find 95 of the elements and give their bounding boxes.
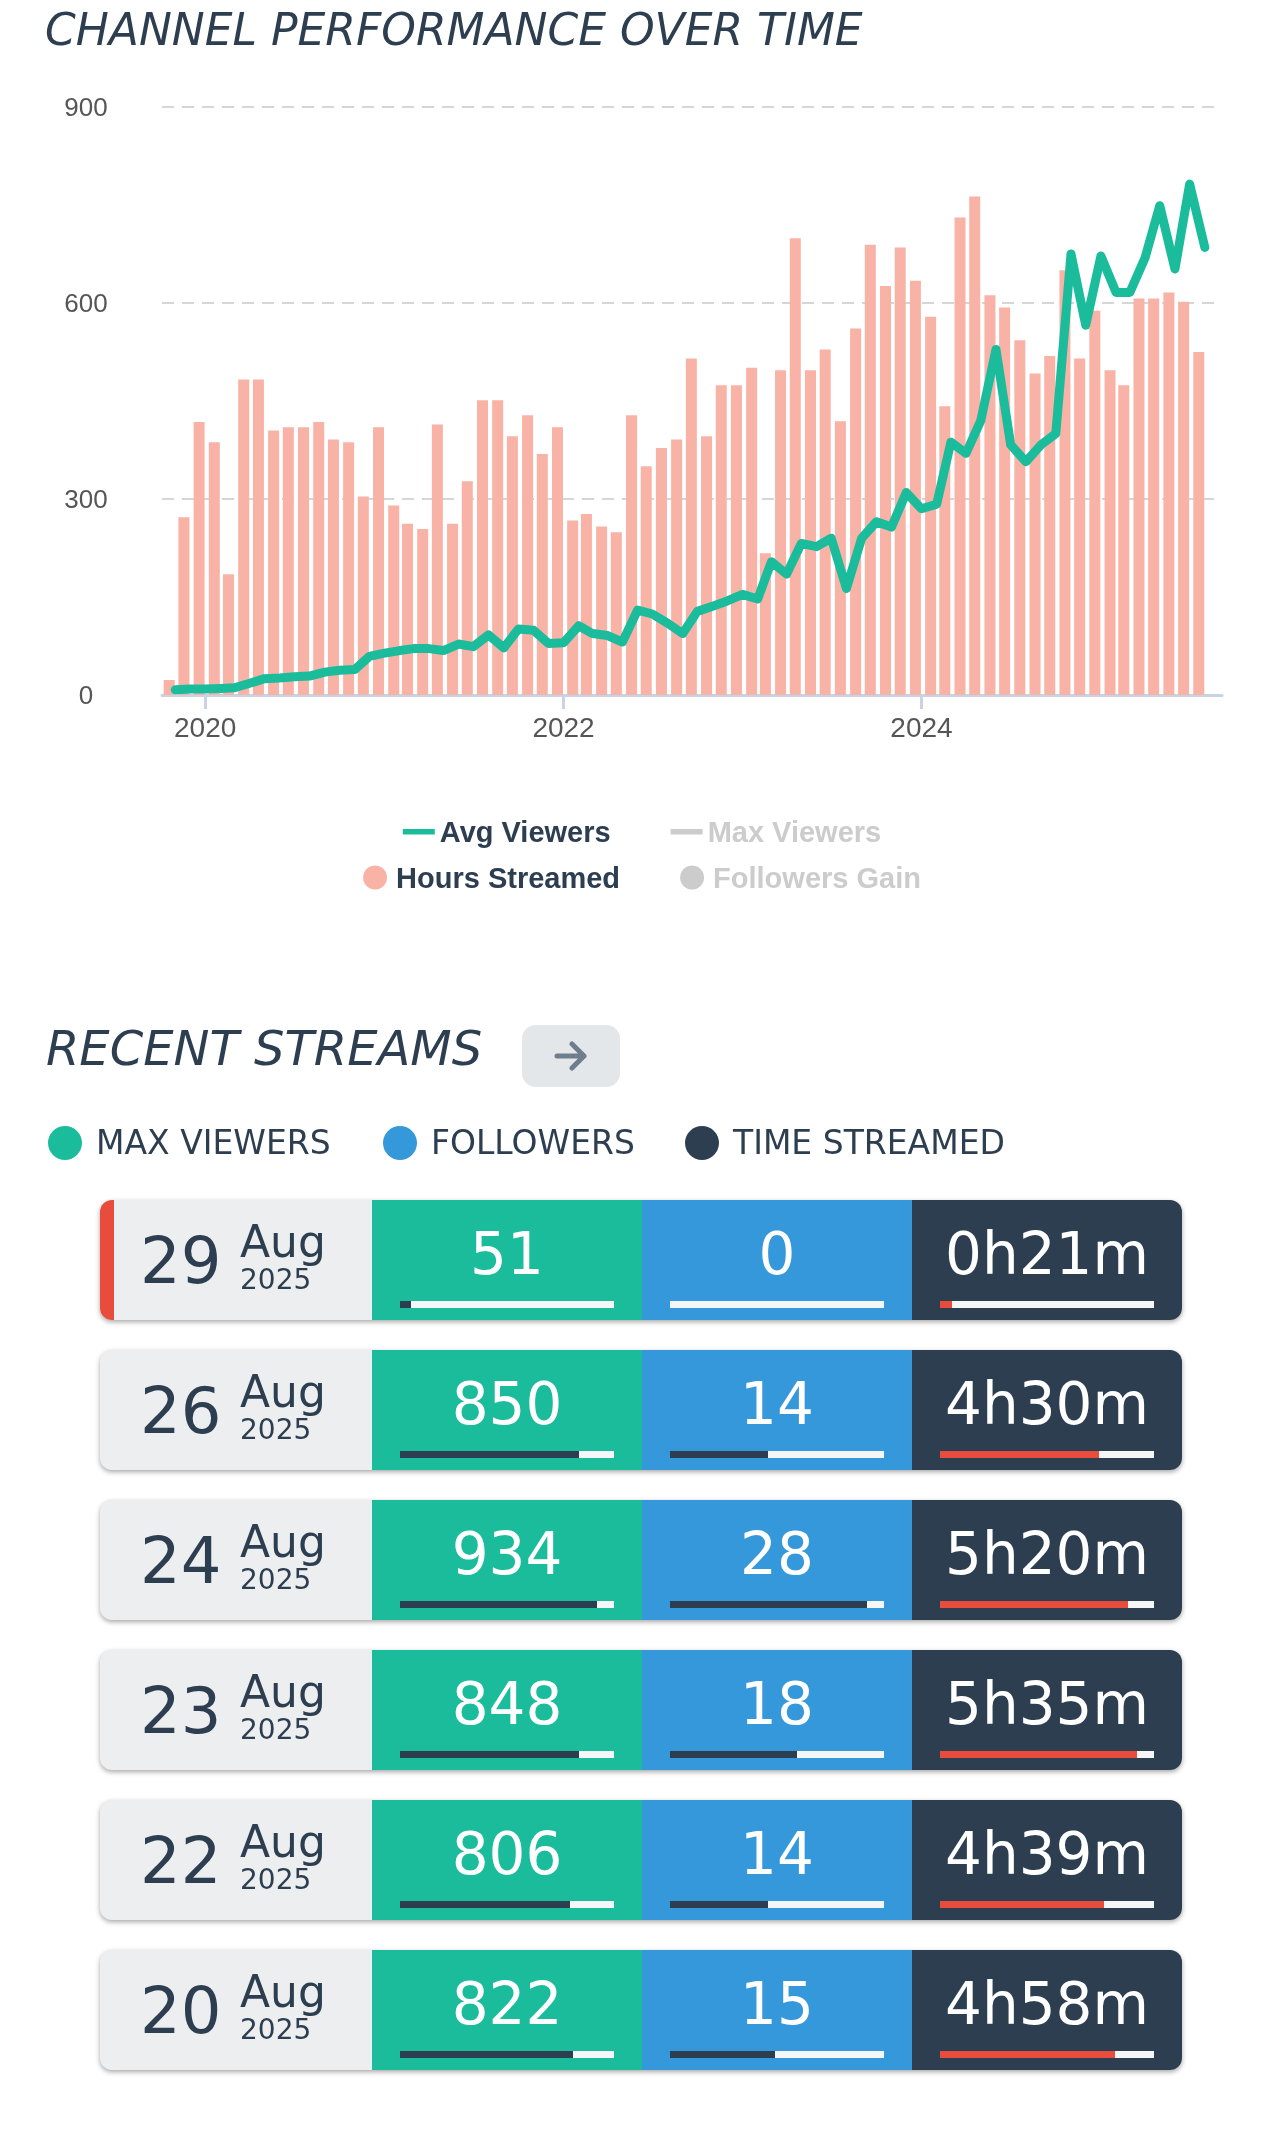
data-label: 14 xyxy=(739,1370,815,1438)
data-label: 4h39m xyxy=(944,1820,1150,1888)
data-label: 806 xyxy=(450,1820,564,1888)
data-label: 848 xyxy=(450,1670,564,1738)
y-tick-label: 300 xyxy=(64,484,108,514)
legend-label: FOLLOWERS xyxy=(431,1123,635,1162)
bar xyxy=(1148,298,1160,695)
bar xyxy=(909,280,921,695)
bar xyxy=(626,415,638,695)
data-label: 15 xyxy=(739,1970,815,2038)
bar xyxy=(969,196,981,695)
legend-label: Avg Viewers xyxy=(439,815,611,848)
bar xyxy=(804,370,816,695)
bar xyxy=(1178,301,1190,695)
data-label: 4h30m xyxy=(944,1370,1150,1438)
bar xyxy=(208,442,220,695)
bar xyxy=(343,442,355,695)
bar xyxy=(580,514,592,695)
bar xyxy=(373,427,385,695)
data-label: 14 xyxy=(739,1820,815,1888)
bar xyxy=(327,439,339,695)
bar xyxy=(388,505,400,695)
bar xyxy=(1029,373,1041,695)
bar xyxy=(1163,292,1175,695)
bar xyxy=(1193,352,1205,695)
bar xyxy=(1118,385,1130,695)
bar xyxy=(655,448,667,695)
bar xyxy=(298,427,310,695)
bar xyxy=(864,244,876,695)
bar xyxy=(357,496,369,695)
x-tick-label: 2022 xyxy=(532,711,595,743)
bar xyxy=(819,349,831,695)
bar xyxy=(461,481,473,695)
data-label: 18 xyxy=(739,1670,815,1738)
bar xyxy=(492,400,504,695)
bar xyxy=(551,427,563,695)
bar xyxy=(715,385,727,695)
bar xyxy=(894,247,906,695)
bar xyxy=(640,466,652,695)
data-label: 822 xyxy=(450,1970,564,2038)
bar xyxy=(268,430,280,695)
bar xyxy=(701,436,713,695)
bar xyxy=(431,424,443,695)
text: RECENT STREAMS xyxy=(46,1020,483,1076)
bar xyxy=(1089,310,1101,695)
bar xyxy=(282,427,294,695)
bar xyxy=(506,436,518,695)
x-tick-label: 2024 xyxy=(890,711,953,743)
bar xyxy=(596,526,608,695)
data-label: 850 xyxy=(450,1370,564,1438)
chart-title: CHANNEL PERFORMANCE OVER TIME xyxy=(45,3,863,55)
bar xyxy=(252,379,264,695)
data-label: 0h21m xyxy=(944,1220,1150,1288)
y-tick-label: 0 xyxy=(78,680,94,710)
bar xyxy=(954,217,966,695)
bar xyxy=(1074,358,1086,695)
bar xyxy=(193,421,205,695)
bar xyxy=(313,421,325,695)
legend-label: Hours Streamed xyxy=(396,861,621,894)
bar xyxy=(789,238,801,695)
data-label: 5h20m xyxy=(944,1520,1150,1588)
bar xyxy=(238,379,250,695)
bar xyxy=(1104,370,1116,695)
data-label: 28 xyxy=(739,1520,815,1588)
data-label: 934 xyxy=(450,1520,564,1588)
bar xyxy=(223,574,235,695)
y-tick-label: 900 xyxy=(64,92,108,122)
bar xyxy=(1133,298,1145,695)
data-label: 5h35m xyxy=(944,1670,1150,1738)
bar xyxy=(522,415,534,695)
legend-label: MAX VIEWERS xyxy=(96,1123,331,1162)
bar xyxy=(567,520,579,695)
legend-label: TIME STREAMED xyxy=(733,1123,1005,1162)
bar xyxy=(880,286,891,695)
bar xyxy=(447,523,459,695)
bar xyxy=(730,385,742,695)
bar xyxy=(401,523,413,695)
bar xyxy=(178,517,190,695)
bar xyxy=(685,358,697,695)
bar xyxy=(850,328,862,695)
data-label: 4h58m xyxy=(944,1970,1150,2038)
bar xyxy=(1014,340,1026,695)
bar xyxy=(476,400,488,695)
data-label: 0 xyxy=(757,1220,797,1288)
bar xyxy=(417,529,429,695)
data-label: 51 xyxy=(469,1220,545,1288)
bar xyxy=(536,453,548,695)
x-tick-label: 2020 xyxy=(174,711,237,743)
y-tick-label: 600 xyxy=(64,288,108,318)
bar xyxy=(610,532,622,695)
bar xyxy=(671,439,683,695)
bar xyxy=(775,370,787,695)
bar xyxy=(925,316,937,695)
bar xyxy=(746,367,758,695)
bar xyxy=(1044,355,1056,695)
